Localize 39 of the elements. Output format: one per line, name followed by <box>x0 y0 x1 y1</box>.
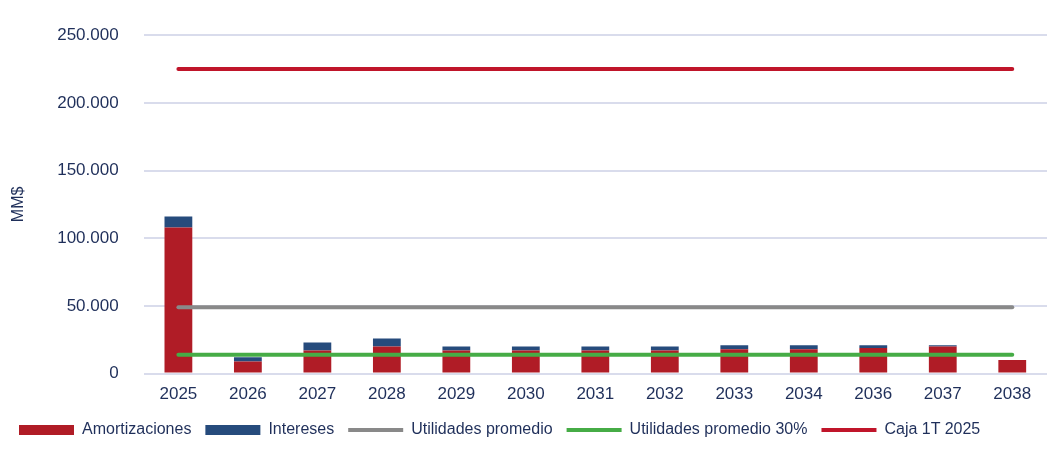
x-tick-label: 2032 <box>645 384 684 404</box>
y-tick-label: 50.000 <box>66 295 119 315</box>
x-tick-label: 2030 <box>506 384 545 404</box>
x-tick-label: 2027 <box>298 384 337 404</box>
y-tick-label: 100.000 <box>57 227 119 247</box>
bar <box>233 357 262 362</box>
bar <box>511 346 540 351</box>
bar <box>303 342 332 351</box>
bar <box>581 346 610 351</box>
bar <box>442 346 471 351</box>
x-tick-label: 2028 <box>367 384 406 404</box>
x-tick-label: 2025 <box>159 384 198 404</box>
y-tick-label: 150.000 <box>57 160 119 180</box>
bar <box>998 360 1027 373</box>
x-tick-label: 2034 <box>784 384 823 404</box>
bar <box>720 345 749 350</box>
bar <box>164 216 193 228</box>
legend-label: Intereses <box>268 420 335 438</box>
legend-label: Utilidades promedio 30% <box>629 420 808 438</box>
bar <box>789 345 818 350</box>
bar <box>372 338 401 347</box>
x-tick-label: 2031 <box>576 384 615 404</box>
x-tick-label: 2029 <box>437 384 476 404</box>
legend-label: Amortizaciones <box>82 420 192 438</box>
bar <box>859 345 888 348</box>
legend-label: Caja 1T 2025 <box>884 420 981 438</box>
x-tick-label: 2033 <box>715 384 754 404</box>
bar <box>650 346 679 351</box>
x-tick-label: 2038 <box>993 384 1032 404</box>
y-tick-label: 250.000 <box>57 24 119 44</box>
bar <box>164 227 193 373</box>
bar <box>233 361 262 373</box>
legend-label: Utilidades promedio <box>411 420 553 438</box>
y-axis-title: MM$ <box>9 186 27 223</box>
y-tick-label: 200.000 <box>57 92 119 112</box>
x-tick-label: 2037 <box>923 384 962 404</box>
x-tick-label: 2036 <box>854 384 893 404</box>
y-tick-label: 0 <box>109 363 119 383</box>
x-tick-label: 2026 <box>228 384 267 404</box>
